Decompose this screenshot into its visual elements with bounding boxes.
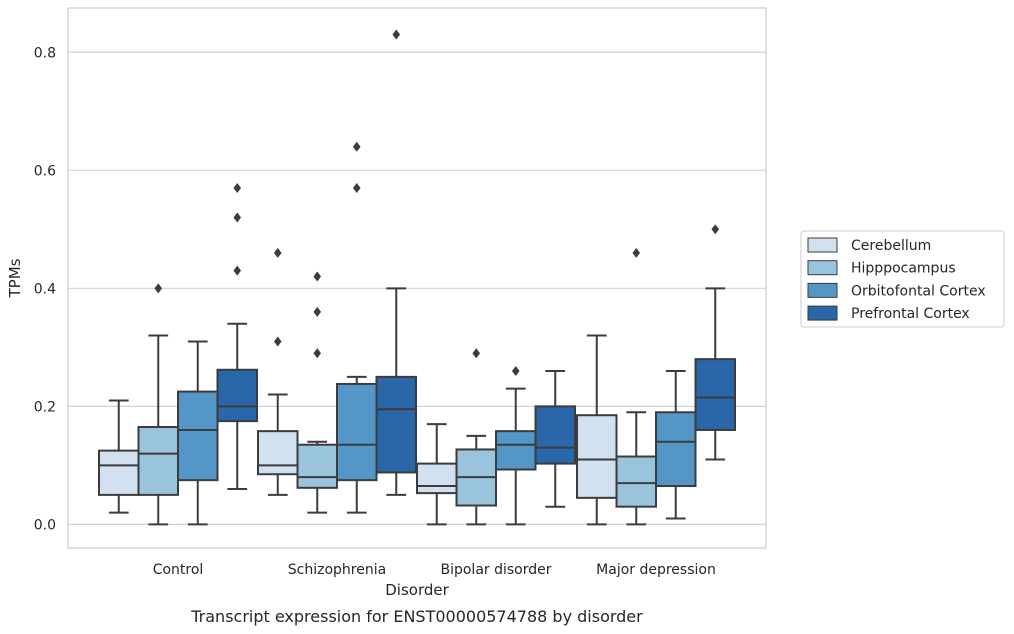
- plot-frame: [67, 7, 767, 549]
- legend-label: Hipppocampus: [851, 261, 956, 277]
- box: [216, 368, 258, 423]
- box-element: [336, 141, 378, 514]
- box: [296, 443, 338, 489]
- legend-swatch: [807, 237, 838, 253]
- outlier-point: [313, 348, 322, 359]
- y-tick-label: 0.8: [34, 45, 56, 61]
- y-axis-title: TPMs: [6, 258, 24, 298]
- outlier-point: [352, 141, 361, 152]
- box-element: [375, 29, 417, 496]
- legend-swatch: [807, 305, 838, 321]
- chart-caption: Transcript expression for ENST0000057478…: [190, 607, 643, 626]
- box: [257, 430, 299, 476]
- outlier-point: [273, 247, 282, 258]
- box: [655, 411, 697, 488]
- legend-label: Orbitofontal Cortex: [851, 283, 986, 299]
- outlier-point: [352, 183, 361, 193]
- box: [576, 414, 618, 499]
- legend: Cerebellum Hipppocampus Orbitofontal Corte…: [800, 230, 1005, 328]
- y-tick-label: 0.6: [34, 163, 56, 179]
- y-tick-labels: 0.0 0.2 0.4 0.6 0.8: [34, 45, 56, 533]
- series-prefrontal-cortex: [216, 29, 736, 508]
- x-tick-label: Bipolar disorder: [440, 562, 551, 578]
- box-element: [615, 247, 657, 526]
- box-series: [98, 29, 736, 526]
- box-element: [576, 334, 618, 526]
- outlier-point: [711, 224, 720, 235]
- x-tick-label: Control: [153, 562, 204, 578]
- box: [177, 390, 219, 482]
- box-element: [455, 348, 497, 526]
- legend-swatch: [807, 282, 838, 298]
- outlier-point: [632, 247, 641, 258]
- x-tick-labels: Control Schizophrenia Bipolar disorder Majo…: [153, 562, 716, 578]
- x-tick-label: Schizophrenia: [288, 562, 386, 578]
- outlier-point: [313, 271, 322, 282]
- outlier-point: [511, 365, 520, 376]
- box-element: [177, 340, 219, 526]
- y-tick-label: 0.0: [34, 517, 56, 533]
- legend-label: Prefrontal Cortex: [851, 306, 970, 322]
- legend-frame: [800, 230, 1005, 328]
- box: [375, 375, 417, 474]
- box-element: [216, 183, 258, 490]
- outlier-point: [313, 306, 322, 317]
- outlier-point: [273, 336, 282, 347]
- box-element: [98, 399, 140, 514]
- outlier-point: [233, 212, 242, 223]
- box-element: [296, 271, 338, 514]
- y-tick-label: 0.4: [34, 281, 56, 297]
- outlier-point: [154, 283, 163, 294]
- box-element: [137, 283, 179, 526]
- outlier-point: [392, 29, 401, 40]
- box-element: [534, 369, 576, 508]
- box: [336, 382, 378, 482]
- box-element: [694, 224, 736, 461]
- x-axis-title: Disorder: [385, 581, 449, 599]
- box-element: [257, 247, 299, 496]
- box: [495, 430, 537, 471]
- series-hipppocampus: [137, 247, 657, 526]
- legend-label: Cerebellum: [851, 238, 931, 254]
- outlier-point: [472, 348, 481, 359]
- box-element: [416, 423, 458, 526]
- box: [137, 426, 179, 496]
- box: [694, 358, 736, 431]
- x-tick-label: Major depression: [596, 562, 716, 578]
- y-tick-label: 0.2: [34, 399, 56, 415]
- box-element: [655, 369, 697, 520]
- series-orbitofontal-cortex: [177, 141, 697, 526]
- outlier-point: [233, 265, 242, 276]
- outlier-point: [233, 183, 242, 193]
- legend-swatch: [807, 260, 838, 276]
- box: [615, 455, 657, 508]
- box: [416, 462, 458, 495]
- box-element: [495, 365, 537, 526]
- box: [534, 405, 576, 465]
- box: [98, 449, 140, 496]
